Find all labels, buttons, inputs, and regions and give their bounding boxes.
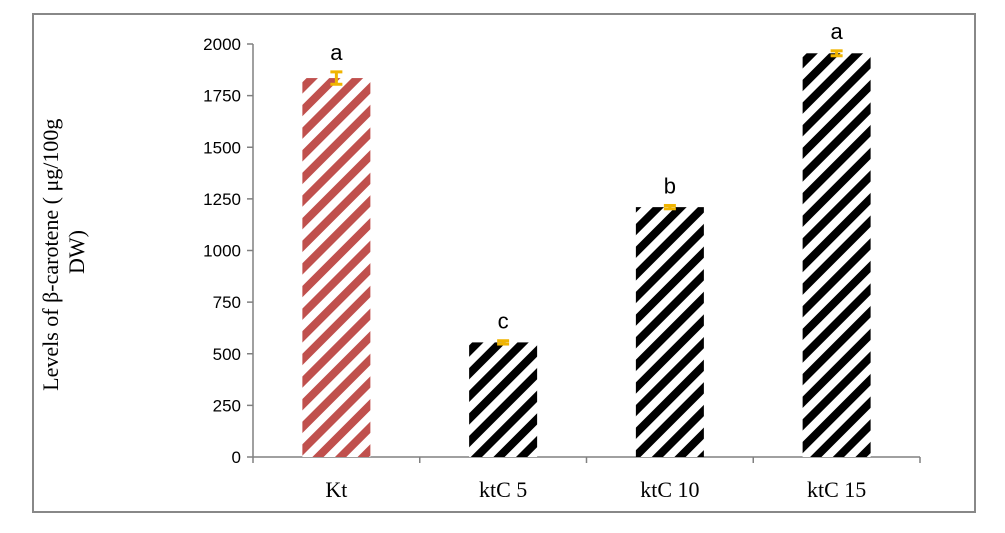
error-bar <box>663 203 676 211</box>
significance-label: a <box>831 19 844 44</box>
x-tick-label: Kt <box>325 477 347 502</box>
x-tick-label: ktC 10 <box>640 477 699 502</box>
y-axis-title-line2: DW) <box>64 230 89 274</box>
y-tick-label: 250 <box>213 396 241 415</box>
x-tick-label: ktC 15 <box>807 477 866 502</box>
bar <box>302 78 371 457</box>
error-bars <box>330 49 843 346</box>
significance-label: b <box>664 173 676 198</box>
bar <box>635 207 704 457</box>
y-axis: 0 250 500 750 1000 1250 1500 1750 2000 <box>203 35 254 467</box>
y-axis-title-line1: Levels of β-carotene ( μg/100g <box>38 119 63 391</box>
bar <box>469 342 538 457</box>
y-tick-label: 1500 <box>203 138 241 157</box>
y-tick-label: 1000 <box>203 242 241 261</box>
error-bar <box>330 70 343 86</box>
bars <box>302 53 871 457</box>
bar <box>802 53 871 457</box>
y-tick-label: 500 <box>213 345 241 364</box>
significance-labels: a c b a <box>330 19 843 334</box>
significance-label: a <box>330 40 343 65</box>
chart-frame <box>32 13 976 513</box>
y-tick-label: 1750 <box>203 87 241 106</box>
error-bar <box>497 339 510 346</box>
y-tick-label: 750 <box>213 293 241 312</box>
y-tick-label: 0 <box>232 448 241 467</box>
y-axis-title: Levels of β-carotene ( μg/100g DW) <box>38 113 89 391</box>
error-bar <box>830 49 843 58</box>
y-tick-label: 1250 <box>203 190 241 209</box>
x-axis: Kt ktC 5 ktC 10 ktC 15 <box>252 456 921 502</box>
significance-label: c <box>498 309 509 334</box>
x-tick-label: ktC 5 <box>479 477 527 502</box>
y-tick-label: 2000 <box>203 35 241 54</box>
